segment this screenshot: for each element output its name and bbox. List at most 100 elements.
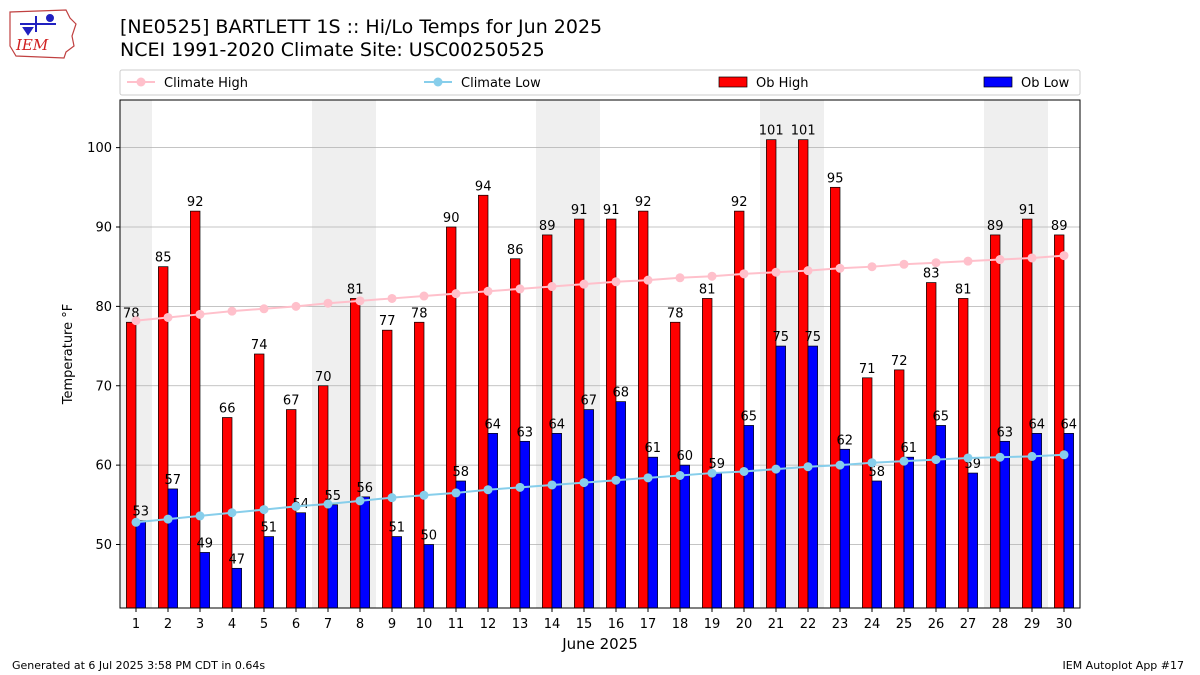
ob-high-bar	[990, 234, 1001, 609]
ob-low-label: 63	[997, 425, 1014, 440]
ob-low-label: 67	[581, 394, 598, 409]
climate-low-point	[387, 493, 397, 503]
ob-low-label: 49	[197, 536, 214, 551]
ob-high-label: 91	[571, 203, 588, 218]
climate-high-point	[419, 291, 429, 301]
ob-low-label: 50	[421, 529, 438, 544]
x-tick-label: 5	[260, 617, 268, 632]
x-tick-label: 10	[416, 617, 433, 632]
plot-area: 5060708090100785385579249664774516754705…	[87, 99, 1081, 632]
legend-ob-high-label: Ob High	[756, 76, 809, 91]
ob-high-bar	[574, 218, 585, 609]
app-credit: IEM Autoplot App #17	[1062, 659, 1185, 672]
ob-low-bar	[551, 433, 562, 609]
x-tick-label: 17	[640, 617, 657, 632]
ob-low-label: 53	[133, 505, 150, 520]
y-tick-label: 60	[95, 459, 112, 474]
climate-low-point	[131, 517, 141, 527]
iowa-state-outline	[9, 9, 77, 59]
climate-low-point	[675, 470, 685, 480]
generated-timestamp: Generated at 6 Jul 2025 3:58 PM CDT in 0…	[12, 659, 266, 672]
x-tick-label: 28	[992, 617, 1009, 632]
x-tick-label: 30	[1056, 617, 1073, 632]
ob-low-bar	[423, 544, 434, 609]
ob-high-label: 66	[219, 402, 236, 417]
climate-high-point	[579, 279, 589, 289]
ob-low-label: 61	[901, 441, 918, 456]
x-axis-label: June 2025	[561, 635, 638, 653]
chart-title: [NE0525] BARTLETT 1S :: Hi/Lo Temps for …	[120, 16, 603, 38]
x-tick-label: 11	[448, 617, 465, 632]
ob-high-label: 101	[791, 124, 816, 139]
ob-low-bar	[903, 456, 914, 609]
ob-low-label: 58	[869, 465, 886, 480]
ob-high-bar	[1022, 218, 1033, 609]
ob-low-bar	[583, 409, 594, 609]
climate-low-point	[451, 488, 461, 498]
ob-low-bar	[935, 425, 946, 609]
ob-high-label: 77	[379, 314, 396, 329]
x-tick-label: 9	[388, 617, 396, 632]
x-tick-label: 4	[228, 617, 236, 632]
ob-high-bar	[382, 329, 393, 609]
climate-high-point	[835, 263, 845, 273]
iem-logo: IEM	[9, 9, 77, 59]
ob-low-label: 59	[709, 457, 726, 472]
ob-low-label: 68	[613, 386, 630, 401]
ob-high-label: 78	[667, 306, 684, 321]
x-tick-label: 23	[832, 617, 849, 632]
legend-climate-high: Climate High	[127, 76, 248, 91]
ob-low-label: 64	[1029, 417, 1046, 432]
climate-high-point	[291, 301, 301, 311]
ob-low-bar	[135, 520, 146, 609]
ob-low-bar	[615, 401, 626, 609]
ob-low-bar	[167, 488, 178, 609]
ob-high-bar	[414, 321, 425, 609]
ob-high-label: 81	[699, 282, 716, 297]
ob-high-bar	[830, 186, 841, 609]
ob-low-label: 64	[1061, 417, 1078, 432]
ob-high-bar	[798, 139, 809, 609]
climate-high-point	[131, 316, 141, 326]
climate-low-point	[355, 496, 365, 506]
climate-high-point	[611, 277, 621, 287]
ob-low-bar	[231, 567, 242, 609]
ob-high-label: 92	[187, 195, 204, 210]
ob-high-label: 81	[347, 282, 364, 297]
ob-low-label: 64	[485, 417, 502, 432]
climate-high-point	[931, 258, 941, 268]
weather-station-icon	[20, 14, 56, 36]
ob-low-bar	[199, 552, 210, 609]
y-tick-label: 70	[95, 379, 112, 394]
climate-high-point	[547, 282, 557, 292]
ob-high-bar	[606, 218, 617, 609]
climate-low-point	[803, 462, 813, 472]
ob-low-bar	[839, 448, 850, 609]
y-axis-label: Temperature °F	[61, 304, 76, 405]
x-tick-label: 2	[164, 617, 172, 632]
ob-high-label: 72	[891, 354, 908, 369]
ob-high-label: 86	[507, 243, 524, 258]
ob-low-label: 51	[389, 521, 406, 536]
ob-high-label: 101	[759, 124, 784, 139]
logo-text: IEM	[15, 36, 49, 54]
ob-high-label: 83	[923, 267, 940, 282]
ob-high-bar	[254, 353, 265, 609]
ob-high-bar	[350, 298, 361, 609]
ob-low-bar	[455, 480, 466, 609]
x-tick-label: 18	[672, 617, 689, 632]
climate-low-point	[163, 514, 173, 524]
ob-low-bar	[711, 472, 722, 609]
ob-low-label: 58	[453, 465, 470, 480]
ob-low-label: 65	[741, 409, 758, 424]
climate-high-point	[387, 293, 397, 303]
x-tick-label: 1	[132, 617, 140, 632]
chart-subtitle: NCEI 1991-2020 Climate Site: USC00250525	[120, 39, 545, 61]
ob-high-bar	[638, 210, 649, 609]
ob-low-bar	[679, 464, 690, 609]
climate-high-point	[483, 286, 493, 296]
legend-climate-low-marker	[433, 77, 443, 87]
ob-low-label: 75	[805, 330, 822, 345]
ob-high-label: 91	[1019, 203, 1036, 218]
